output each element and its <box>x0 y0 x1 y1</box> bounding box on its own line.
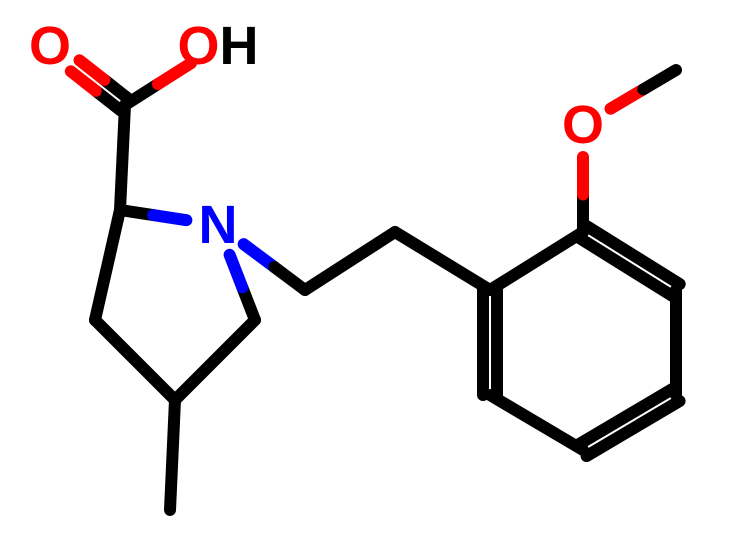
svg-text:OH: OH <box>177 16 258 76</box>
molecule-diagram: O OH N O <box>0 0 743 538</box>
svg-text:O: O <box>29 16 71 76</box>
svg-text:N: N <box>199 195 238 255</box>
svg-text:O: O <box>562 95 604 155</box>
